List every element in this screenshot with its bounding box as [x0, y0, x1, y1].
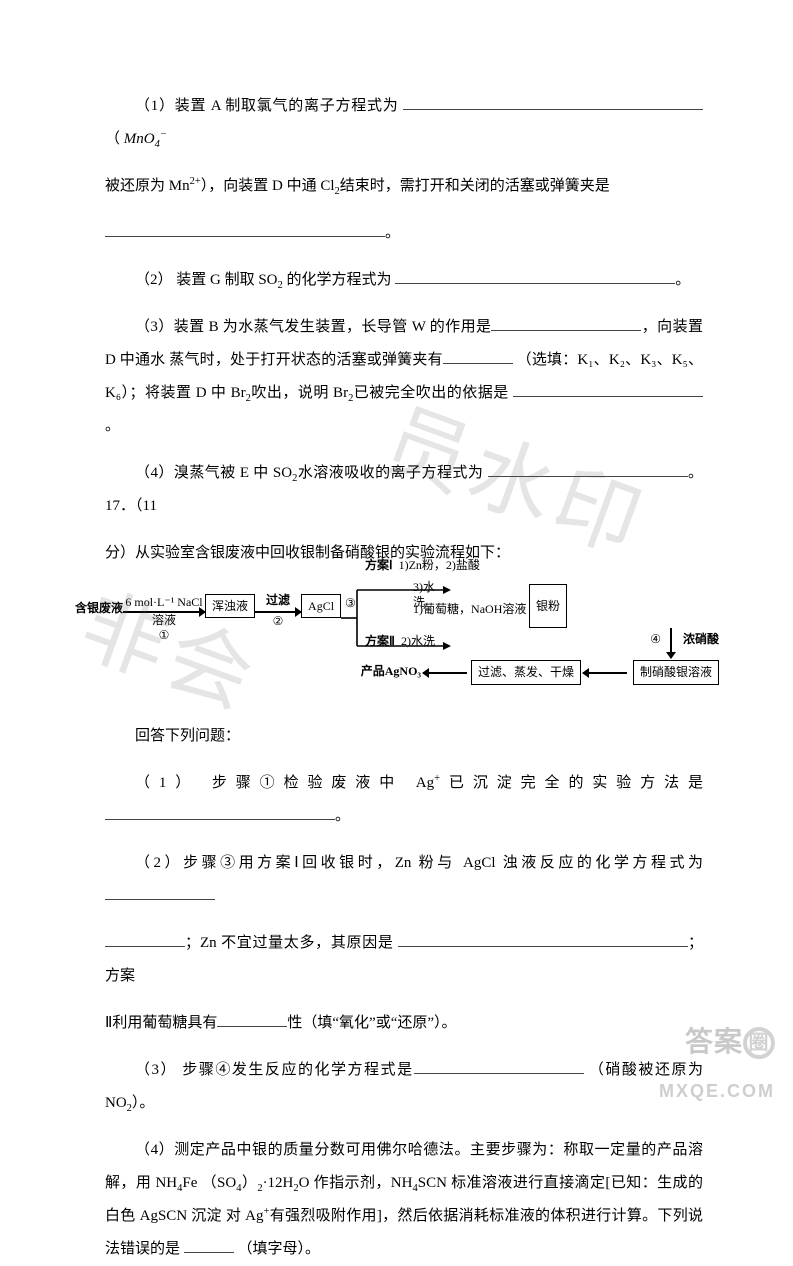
flow-arrow1: 6 mol·L⁻¹ NaCl 溶液 ①: [123, 611, 205, 613]
q4-blank: [488, 461, 688, 478]
flow-start: 含银废液: [75, 601, 123, 615]
answer-heading: 回答下列问题：: [105, 720, 703, 753]
aq4: （4）测定产品中银的质量分数可用佛尔哈德法。主要步骤为：称取一定量的产品溶解，用…: [105, 1134, 703, 1266]
q3-blank2: [443, 348, 513, 365]
q1-line1: （1）装置 A 制取氯气的离子方程式为 （ MnO4−: [105, 90, 703, 156]
q4: （4）溴蒸气被 E 中 SO2水溶液吸收的离子方程式为 。17．（11: [105, 457, 703, 523]
q1-blank1: [403, 94, 703, 111]
q1-line2: 被还原为 Mn2+），向装置 D 中通 Cl2结束时，需打开和关闭的活塞或弹簧夹…: [105, 170, 703, 203]
flow-arrow2: 过滤 ②: [255, 611, 301, 613]
q1-blank2: [105, 221, 385, 238]
flow-node2: AgCl: [301, 594, 341, 618]
aq1: （1） 步骤①检验废液中 Ag+已沉淀完全的实验方法是 。: [105, 767, 703, 833]
flow-node5: 过滤、蒸发、干燥: [471, 660, 581, 684]
q1-mno4: MnO4−: [124, 131, 167, 147]
q1-prefix: （1）装置 A 制取氯气的离子方程式为: [135, 98, 399, 114]
aq2-blank2: [398, 931, 688, 948]
flow-node1: 浑浊液: [205, 594, 255, 618]
aq2-blank1: [105, 884, 215, 901]
q2-blank: [395, 268, 675, 285]
aq2b: ；Zn 不宜过量太多，其原因是 ；方案: [105, 927, 703, 993]
flow-a4num: ④: [650, 632, 661, 646]
aq1-blank: [105, 804, 335, 821]
aq3-blank: [414, 1058, 584, 1075]
aq3: （3） 步骤④发生反应的化学方程式是 （硝酸被还原为 NO2）。: [105, 1054, 703, 1120]
flow-varrow1: [670, 628, 672, 658]
bottom-watermark: 答案圈 MXQE.COM: [659, 1011, 775, 1112]
q3-blank1: [491, 315, 641, 332]
aq2: （2）步骤③用方案Ⅰ回收银时，Zn 粉与 AgCl 浊液反应的化学方程式为: [105, 847, 703, 913]
q3: （3）装置 B 为水蒸气发生装置，长导管 W 的作用是，向装置 D 中通水 蒸气…: [105, 311, 703, 443]
flow-a4side: 浓硝酸: [683, 632, 719, 646]
flow-node4: 制硝酸银溶液: [633, 660, 719, 684]
q1-line3: 。: [105, 217, 703, 250]
flow-diagram: 含银废液 6 mol·L⁻¹ NaCl 溶液 ① 浑浊液 过滤 ② AgCl: [75, 584, 703, 700]
q1-note-open: （: [105, 131, 120, 147]
flow-node6: 产品AgNO₃: [361, 664, 421, 678]
aq2-blank1b: [105, 931, 185, 948]
aq2-blank3: [217, 1011, 287, 1028]
aq4-blank: [184, 1237, 234, 1254]
aq2c: Ⅱ利用葡萄糖具有性（填“氧化”或“还原”）。: [105, 1007, 703, 1040]
q2: （2） 装置 G 制取 SO2 的化学方程式为 。: [105, 264, 703, 297]
flow-node3: 银粉: [529, 584, 567, 628]
q3-blank3: [513, 381, 703, 398]
